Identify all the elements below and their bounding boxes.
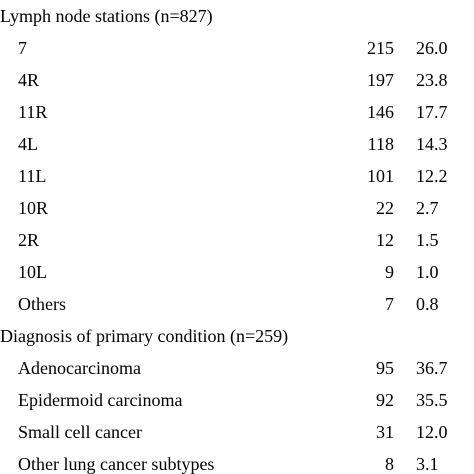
- table-row: Other lung cancer subtypes 8 3.1: [0, 448, 474, 474]
- row-count: 95: [376, 358, 394, 378]
- row-label: Epidermoid carcinoma: [18, 390, 183, 410]
- row-count: 22: [376, 198, 394, 218]
- row-count: 197: [367, 70, 394, 90]
- row-count: 118: [367, 134, 394, 154]
- table-row: 2R 12 1.5: [0, 224, 474, 256]
- row-percent: 12.2: [416, 166, 448, 186]
- row-percent: 26.0: [416, 38, 448, 58]
- table-row: Others 7 0.8: [0, 288, 474, 320]
- row-count: 8: [385, 454, 394, 474]
- row-count: 146: [367, 102, 394, 122]
- row-label: 11L: [18, 166, 47, 186]
- row-percent: 3.1: [416, 454, 439, 474]
- row-percent: 0.8: [416, 294, 439, 314]
- row-count: 12: [376, 230, 394, 250]
- table-row: 10L 9 1.0: [0, 256, 474, 288]
- section-heading: Lymph node stations (n=827): [0, 6, 213, 26]
- row-percent: 2.7: [416, 198, 439, 218]
- row-percent: 23.8: [416, 70, 448, 90]
- row-percent: 14.3: [416, 134, 448, 154]
- table-row: Small cell cancer 31 12.0: [0, 416, 474, 448]
- row-label: 4R: [18, 70, 40, 90]
- row-count: 215: [367, 38, 394, 58]
- row-percent: 36.7: [416, 358, 448, 378]
- section-heading-row: Diagnosis of primary condition (n=259): [0, 320, 474, 352]
- row-label: Other lung cancer subtypes: [18, 454, 215, 474]
- row-label: 10R: [18, 198, 49, 218]
- table-row: Epidermoid carcinoma 92 35.5: [0, 384, 474, 416]
- section-heading: Diagnosis of primary condition (n=259): [0, 326, 289, 346]
- row-count: 9: [385, 262, 394, 282]
- row-count: 7: [385, 294, 394, 314]
- row-percent: 1.0: [416, 262, 439, 282]
- row-label: 4L: [18, 134, 38, 154]
- table-row: Adenocarcinoma 95 36.7: [0, 352, 474, 384]
- row-percent: 12.0: [416, 422, 448, 442]
- row-count: 101: [367, 166, 394, 186]
- section-heading-row: Lymph node stations (n=827): [0, 0, 474, 32]
- table-row: 11L 101 12.2: [0, 160, 474, 192]
- table-row: 4R 197 23.8: [0, 64, 474, 96]
- row-label: 7: [18, 38, 27, 58]
- row-label: Others: [18, 294, 66, 314]
- row-label: Small cell cancer: [18, 422, 142, 442]
- row-count: 31: [376, 422, 394, 442]
- row-label: 2R: [18, 230, 40, 250]
- row-percent: 17.7: [416, 102, 448, 122]
- row-percent: 1.5: [416, 230, 439, 250]
- table-row: 4L 118 14.3: [0, 128, 474, 160]
- row-count: 92: [376, 390, 394, 410]
- row-percent: 35.5: [416, 390, 448, 410]
- row-label: 11R: [18, 102, 48, 122]
- table-row: 10R 22 2.7: [0, 192, 474, 224]
- row-label: 10L: [18, 262, 47, 282]
- row-label: Adenocarcinoma: [18, 358, 141, 378]
- table-row: 7 215 26.0: [0, 32, 474, 64]
- table-row: 11R 146 17.7: [0, 96, 474, 128]
